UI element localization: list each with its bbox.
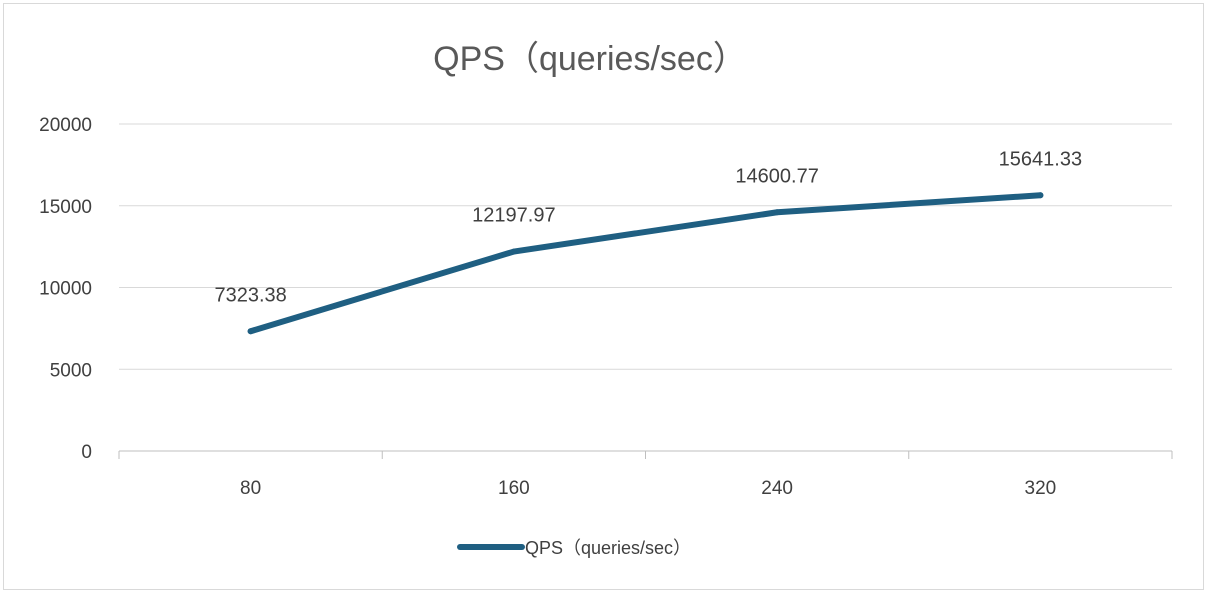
y-tick-label: 10000 — [39, 279, 92, 300]
data-labels: 7323.38 12197.97 14600.77 15641.33 — [214, 148, 1082, 306]
chart-frame — [3, 3, 1204, 590]
data-point — [247, 328, 254, 335]
y-tick-label: 5000 — [50, 360, 92, 381]
y-tick-label: 0 — [81, 442, 92, 463]
legend-label: QPS（queries/sec） — [525, 538, 691, 558]
chart-title: QPS（queries/sec） — [433, 40, 747, 78]
x-tick-label: 80 — [240, 478, 261, 499]
y-axis-ticks: 0 5000 10000 15000 20000 — [39, 115, 92, 463]
data-point — [1037, 192, 1044, 199]
y-tick-label: 20000 — [39, 115, 92, 136]
x-tick-label: 320 — [1025, 478, 1057, 499]
legend: QPS（queries/sec） — [457, 538, 691, 558]
data-label: 7323.38 — [214, 284, 286, 306]
data-label: 12197.97 — [472, 205, 555, 227]
x-tick-label: 160 — [498, 478, 530, 499]
y-tick-label: 15000 — [39, 197, 92, 218]
data-point — [510, 248, 517, 255]
x-axis: 80 160 240 320 — [118, 450, 1173, 499]
data-point — [774, 209, 781, 216]
x-tick-label: 240 — [761, 478, 793, 499]
data-label: 14600.77 — [735, 165, 818, 187]
data-label: 15641.33 — [999, 148, 1082, 170]
gridlines — [119, 123, 1172, 370]
series-group — [247, 192, 1044, 335]
series-line — [247, 192, 1044, 335]
